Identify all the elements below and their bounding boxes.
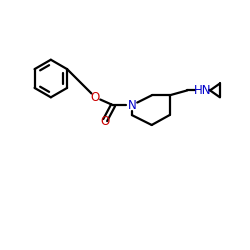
Text: HN: HN: [194, 84, 211, 97]
Text: O: O: [91, 91, 100, 104]
Text: O: O: [100, 115, 110, 128]
Text: N: N: [128, 99, 136, 112]
